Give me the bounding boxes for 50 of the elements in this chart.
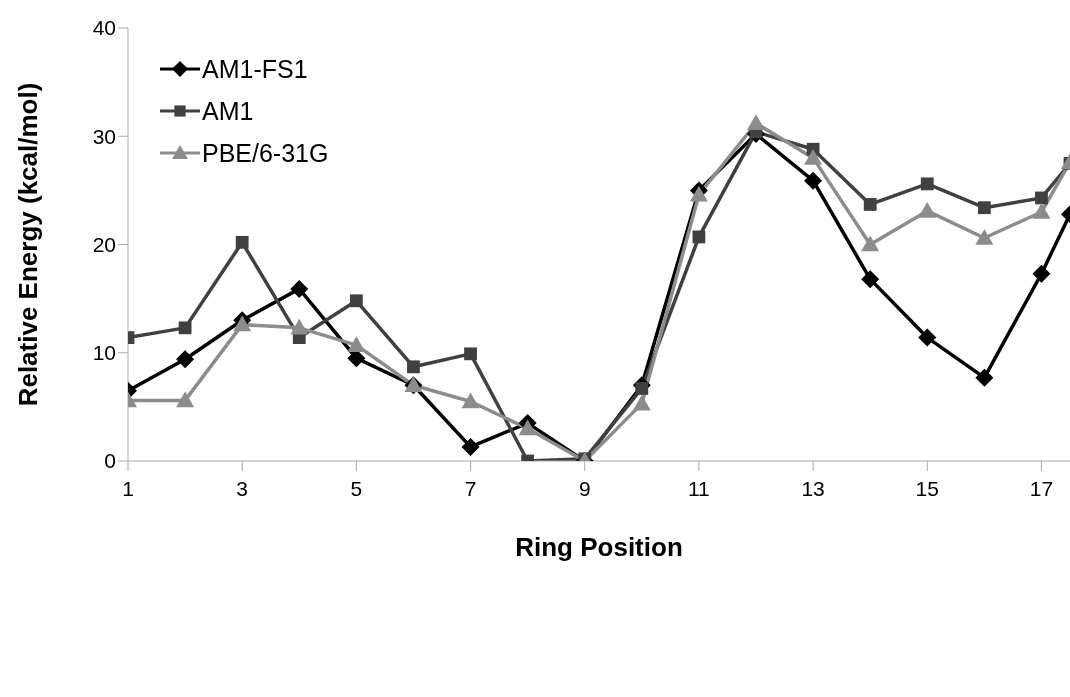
point bbox=[461, 437, 480, 456]
point bbox=[1032, 264, 1051, 283]
point bbox=[461, 392, 480, 409]
point bbox=[861, 235, 880, 252]
point bbox=[804, 171, 823, 190]
point bbox=[632, 394, 651, 411]
point bbox=[235, 235, 249, 249]
point bbox=[290, 279, 309, 298]
legend-label: AM1 bbox=[202, 96, 254, 126]
point bbox=[920, 177, 934, 191]
x-tick-label: 17 bbox=[1029, 476, 1054, 500]
point bbox=[233, 315, 252, 332]
x-tick-label: 11 bbox=[688, 476, 710, 500]
point bbox=[464, 347, 477, 361]
y-axis-title: Relative Energy (kcal/mol) bbox=[13, 82, 44, 407]
point bbox=[804, 148, 823, 165]
legend-label: AM1-FS1 bbox=[202, 54, 308, 84]
y-tick-label: 10 bbox=[92, 341, 116, 365]
x-tick-label: 15 bbox=[915, 476, 939, 500]
y-tick-label: 20 bbox=[92, 232, 116, 256]
point bbox=[918, 328, 937, 347]
legend-label: PBE/6-31G bbox=[202, 138, 329, 168]
point bbox=[918, 201, 937, 218]
point bbox=[178, 321, 192, 335]
point bbox=[176, 350, 195, 369]
y-tick-label: 30 bbox=[92, 124, 116, 148]
y-tick-label: 0 bbox=[104, 449, 116, 473]
point bbox=[689, 185, 708, 202]
y-tick-label: 40 bbox=[92, 16, 116, 40]
x-tick-label: 1 bbox=[122, 476, 134, 500]
point bbox=[747, 114, 765, 131]
x-tick-label: 13 bbox=[801, 476, 825, 500]
point bbox=[349, 294, 363, 308]
point bbox=[1032, 203, 1051, 219]
point bbox=[290, 318, 309, 335]
point bbox=[863, 198, 877, 211]
point bbox=[1035, 191, 1048, 205]
x-tick-label: 7 bbox=[464, 476, 477, 500]
point bbox=[635, 382, 649, 395]
x-tick-label: 9 bbox=[578, 476, 591, 500]
point bbox=[975, 368, 994, 387]
point bbox=[407, 360, 420, 374]
point bbox=[176, 391, 195, 408]
point bbox=[861, 270, 880, 289]
x-tick-label: 5 bbox=[350, 476, 363, 500]
point bbox=[977, 201, 991, 215]
x-axis-title: Ring Position bbox=[515, 532, 683, 562]
x-tick-label: 3 bbox=[236, 476, 249, 500]
point bbox=[518, 419, 537, 436]
point bbox=[975, 229, 994, 245]
